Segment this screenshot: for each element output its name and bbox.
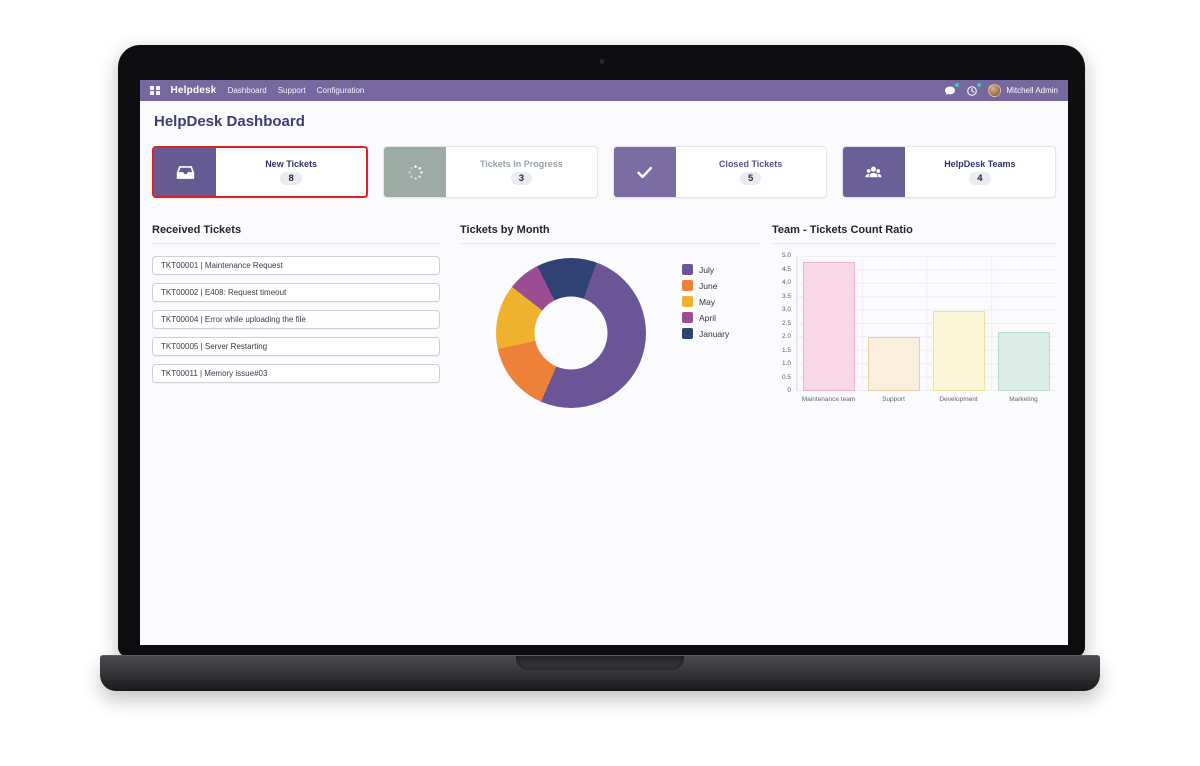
laptop-base <box>100 655 1100 691</box>
x-label: Support <box>882 396 905 403</box>
legend-label: April <box>699 312 717 323</box>
messages-badge <box>955 82 960 87</box>
panel-team-ratio: Team - Tickets Count Ratio 5.0 4.5 4.0 3… <box>772 224 1056 408</box>
app-name[interactable]: Helpdesk <box>170 85 217 96</box>
nav-item-support[interactable]: Support <box>277 86 306 95</box>
bar-maintenance-team[interactable] <box>803 262 856 391</box>
legend-item-june[interactable]: June <box>682 280 729 291</box>
kpi-row: New Tickets 8 <box>152 146 1056 198</box>
kpi-label: HelpDesk Teams <box>944 159 1016 169</box>
apps-grid-icon[interactable] <box>150 85 160 96</box>
grid-dot <box>155 91 160 96</box>
kpi-body: New Tickets 8 <box>216 148 366 196</box>
panel-tickets-by-month: Tickets by Month July <box>460 224 760 408</box>
legend-label: June <box>699 280 718 291</box>
plot-area <box>796 256 1056 391</box>
navbar-right: Mitchell Admin <box>944 82 1058 97</box>
kpi-value-badge: 5 <box>739 172 762 185</box>
messages-icon[interactable] <box>944 82 960 97</box>
laptop-base-notch <box>516 656 684 670</box>
kpi-value-badge: 3 <box>510 172 533 185</box>
x-label: Maintenance team <box>801 396 856 403</box>
legend-swatch <box>682 296 693 307</box>
kpi-body: Closed Tickets 5 <box>676 147 826 197</box>
ticket-item[interactable]: TKT00011 | Memory issue#03 <box>152 364 440 383</box>
activities-badge <box>977 82 982 87</box>
x-label: Development <box>939 396 978 403</box>
kpi-card-tickets-in-progress[interactable]: Tickets In Progress 3 <box>383 146 598 198</box>
legend-label: January <box>699 328 730 339</box>
kpi-card-helpdesk-teams[interactable]: HelpDesk Teams 4 <box>841 146 1056 198</box>
navbar-left: Helpdesk Dashboard Support Configuration <box>150 85 364 96</box>
legend-item-may[interactable]: May <box>682 296 729 307</box>
user-menu[interactable]: Mitchell Admin <box>988 84 1058 97</box>
legend-swatch <box>682 264 693 275</box>
section-title-received-tickets: Received Tickets <box>152 224 440 244</box>
user-name: Mitchell Admin <box>1006 86 1058 95</box>
check-icon <box>613 147 676 197</box>
spinner-icon <box>384 147 447 197</box>
ticket-item[interactable]: TKT00005 | Server Restarting <box>152 337 440 356</box>
grid-dot <box>155 85 160 90</box>
grid-dot <box>150 91 154 96</box>
ticket-list: TKT00001 | Maintenance Request TKT00002 … <box>152 256 440 383</box>
section-title-tickets-by-month: Tickets by Month <box>460 224 760 244</box>
kpi-body: Tickets In Progress 3 <box>446 147 596 197</box>
bar-chart: 5.0 4.5 4.0 3.5 3.0 2.5 2.0 1.5 1.0 0.5 <box>772 252 1056 394</box>
legend-item-april[interactable]: April <box>682 312 729 323</box>
panel-received-tickets: Received Tickets TKT00001 | Maintenance … <box>152 224 440 408</box>
kpi-card-new-tickets[interactable]: New Tickets 8 <box>152 146 369 198</box>
nav-item-dashboard[interactable]: Dashboard <box>227 86 267 95</box>
panels-row: Received Tickets TKT00001 | Maintenance … <box>152 224 1056 408</box>
donut-wrap: July June May <box>460 258 760 408</box>
kpi-value-badge: 8 <box>280 172 302 185</box>
grid-dot <box>150 85 154 90</box>
donut-legend: July June May <box>682 264 729 408</box>
kpi-body: HelpDesk Teams 4 <box>905 147 1055 197</box>
team-icon <box>842 147 905 197</box>
dashboard-content: HelpDesk Dashboard New Tickets 8 <box>140 113 1068 408</box>
donut-hole <box>534 296 608 370</box>
webcam <box>599 59 604 64</box>
legend-swatch <box>682 312 693 323</box>
y-axis: 5.0 4.5 4.0 3.5 3.0 2.5 2.0 1.5 1.0 0.5 <box>781 252 791 394</box>
nav-item-configuration[interactable]: Configuration <box>316 86 365 95</box>
page-title: HelpDesk Dashboard <box>154 113 305 130</box>
screen: Helpdesk Dashboard Support Configuration <box>140 80 1068 645</box>
section-title-team-ratio: Team - Tickets Count Ratio <box>772 224 1056 244</box>
activities-icon[interactable] <box>966 82 982 97</box>
legend-swatch <box>682 328 693 339</box>
bar-support[interactable] <box>868 337 921 391</box>
kpi-card-closed-tickets[interactable]: Closed Tickets 5 <box>612 146 827 198</box>
legend-item-july[interactable]: July <box>682 264 729 275</box>
ticket-item[interactable]: TKT00002 | E408: Request timeout <box>152 283 440 302</box>
bar-development[interactable] <box>932 310 985 391</box>
navbar: Helpdesk Dashboard Support Configuration <box>140 80 1068 101</box>
legend-item-january[interactable]: January <box>682 328 729 339</box>
kpi-label: Closed Tickets <box>718 159 783 169</box>
ticket-item[interactable]: TKT00004 | Error while uploading the fil… <box>152 310 440 329</box>
user-avatar <box>988 84 1002 97</box>
ticket-item[interactable]: TKT00001 | Maintenance Request <box>152 256 440 275</box>
legend-swatch <box>682 280 693 291</box>
kpi-label: New Tickets <box>265 159 318 169</box>
legend-label: May <box>699 296 716 307</box>
x-axis-labels: Maintenance team Support Development Mar… <box>796 396 1056 403</box>
bar-marketing[interactable] <box>997 332 1050 391</box>
bars <box>797 257 1056 391</box>
kpi-value-badge: 4 <box>969 172 991 185</box>
laptop-bezel: Helpdesk Dashboard Support Configuration <box>118 45 1085 657</box>
legend-label: July <box>699 264 715 275</box>
inbox-icon <box>154 148 216 196</box>
x-label: Marketing <box>1009 396 1038 403</box>
donut-chart[interactable] <box>496 258 646 408</box>
kpi-label: Tickets In Progress <box>479 159 563 169</box>
